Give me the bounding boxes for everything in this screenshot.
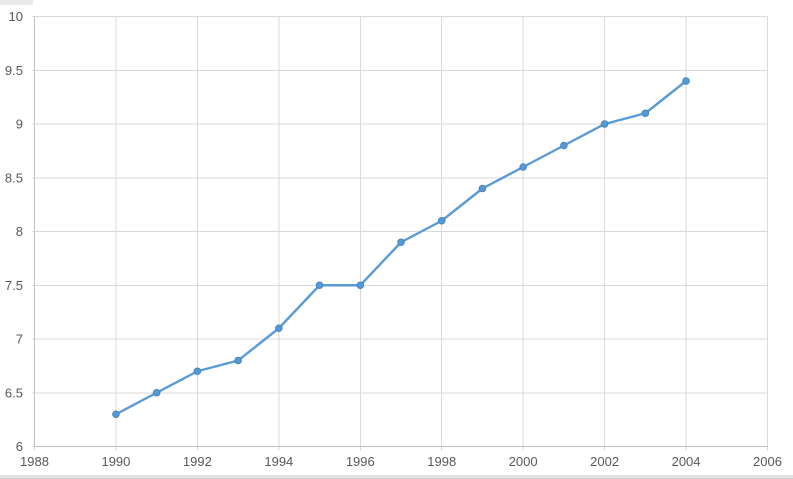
y-tick-label: 6 bbox=[16, 439, 23, 454]
y-tick-label: 9.5 bbox=[5, 63, 23, 78]
data-series bbox=[112, 77, 690, 419]
data-point bbox=[152, 388, 161, 397]
data-point bbox=[682, 77, 690, 85]
y-tick-label: 10 bbox=[9, 9, 23, 24]
axis-lines bbox=[31, 16, 768, 451]
data-point bbox=[356, 281, 365, 290]
y-tick-label: 7.5 bbox=[5, 278, 23, 293]
series-line bbox=[114, 79, 688, 416]
x-tick-label: 1988 bbox=[20, 454, 49, 469]
screenshot-bottom-edge bbox=[0, 475, 793, 479]
data-point bbox=[519, 163, 527, 171]
x-tick-label: 2006 bbox=[753, 454, 782, 469]
data-point bbox=[275, 324, 283, 333]
x-tick-label: 1996 bbox=[346, 454, 375, 469]
x-tick-label: 2002 bbox=[590, 454, 619, 469]
data-point bbox=[641, 109, 650, 118]
x-tick-label: 2000 bbox=[509, 454, 538, 469]
data-point bbox=[600, 120, 609, 128]
data-point bbox=[315, 281, 324, 290]
gridlines bbox=[34, 16, 768, 447]
data-point bbox=[437, 216, 446, 225]
y-tick-label: 6.5 bbox=[5, 385, 23, 400]
x-tick-label: 1994 bbox=[264, 454, 293, 469]
x-tick-label: 2004 bbox=[672, 454, 701, 469]
data-point bbox=[112, 410, 120, 419]
y-tick-label: 9 bbox=[16, 117, 23, 132]
x-tick-label: 1990 bbox=[101, 454, 130, 469]
x-tick-label: 1998 bbox=[427, 454, 456, 469]
x-axis-labels: 1988 1990 1992 1994 1996 1998 2000 2002 2004 2006 bbox=[20, 454, 782, 469]
data-point bbox=[193, 367, 202, 376]
data-point bbox=[478, 184, 487, 193]
data-point bbox=[397, 238, 405, 247]
data-point bbox=[560, 141, 568, 150]
x-tick-label: 1992 bbox=[183, 454, 212, 469]
y-tick-label: 7 bbox=[16, 332, 23, 347]
data-point bbox=[234, 356, 242, 365]
screenshot-edge-artifact bbox=[0, 0, 33, 5]
y-tick-label: 8.5 bbox=[5, 170, 23, 185]
y-axis-labels: 6 6.5 7 7.5 8 8.5 9 9.5 10 bbox=[5, 9, 23, 454]
y-tick-label: 8 bbox=[16, 224, 23, 239]
